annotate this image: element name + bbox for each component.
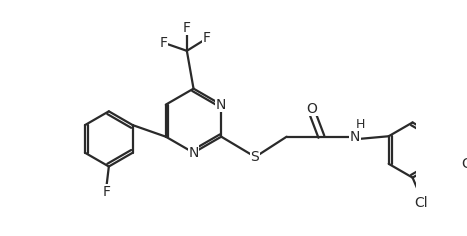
Text: N: N	[216, 98, 226, 112]
Text: F: F	[103, 185, 111, 199]
Text: O: O	[306, 102, 317, 116]
Text: F: F	[160, 36, 168, 50]
Text: Cl: Cl	[414, 196, 427, 210]
Text: S: S	[250, 150, 259, 164]
Text: F: F	[183, 21, 191, 35]
Text: H: H	[355, 118, 365, 131]
Text: Cl: Cl	[462, 157, 467, 171]
Text: N: N	[349, 130, 360, 144]
Text: F: F	[203, 31, 211, 45]
Text: N: N	[188, 146, 199, 160]
